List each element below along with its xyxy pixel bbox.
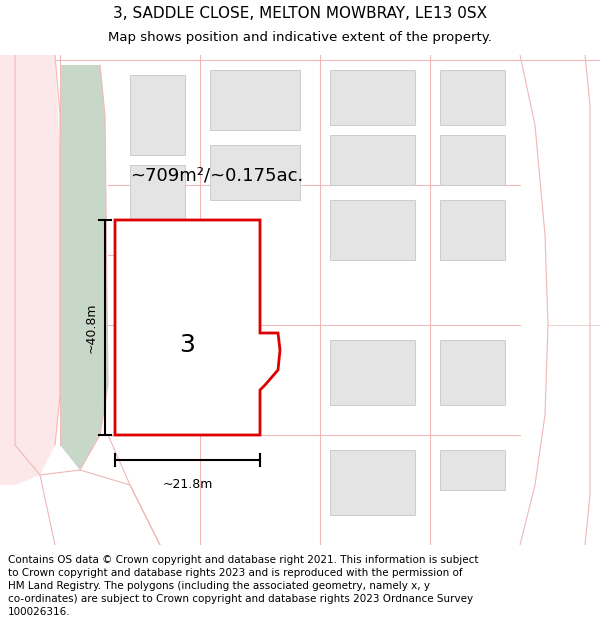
Bar <box>330 200 415 260</box>
Bar <box>145 250 245 370</box>
Text: 100026316.: 100026316. <box>8 607 71 617</box>
Bar <box>440 135 505 185</box>
Bar <box>330 450 415 515</box>
Bar <box>130 165 185 235</box>
Polygon shape <box>115 220 280 435</box>
Text: HM Land Registry. The polygons (including the associated geometry, namely x, y: HM Land Registry. The polygons (includin… <box>8 581 430 591</box>
Text: ~709m²/~0.175ac.: ~709m²/~0.175ac. <box>130 166 303 184</box>
Bar <box>440 200 505 260</box>
Text: 3: 3 <box>179 333 195 357</box>
Text: ~21.8m: ~21.8m <box>163 478 212 491</box>
Bar <box>440 450 505 490</box>
Text: co-ordinates) are subject to Crown copyright and database rights 2023 Ordnance S: co-ordinates) are subject to Crown copyr… <box>8 594 473 604</box>
Bar <box>210 70 300 130</box>
Bar <box>210 145 300 200</box>
Text: Contains OS data © Crown copyright and database right 2021. This information is : Contains OS data © Crown copyright and d… <box>8 555 479 565</box>
Text: ~40.8m: ~40.8m <box>85 302 97 352</box>
Bar <box>330 70 415 125</box>
Bar <box>440 340 505 405</box>
Text: to Crown copyright and database rights 2023 and is reproduced with the permissio: to Crown copyright and database rights 2… <box>8 568 463 578</box>
Bar <box>330 340 415 405</box>
Bar <box>330 135 415 185</box>
Bar <box>440 70 505 125</box>
Polygon shape <box>60 65 108 470</box>
Text: 3, SADDLE CLOSE, MELTON MOWBRAY, LE13 0SX: 3, SADDLE CLOSE, MELTON MOWBRAY, LE13 0S… <box>113 6 487 21</box>
Text: Map shows position and indicative extent of the property.: Map shows position and indicative extent… <box>108 31 492 44</box>
Polygon shape <box>0 55 60 485</box>
Bar <box>130 75 185 155</box>
